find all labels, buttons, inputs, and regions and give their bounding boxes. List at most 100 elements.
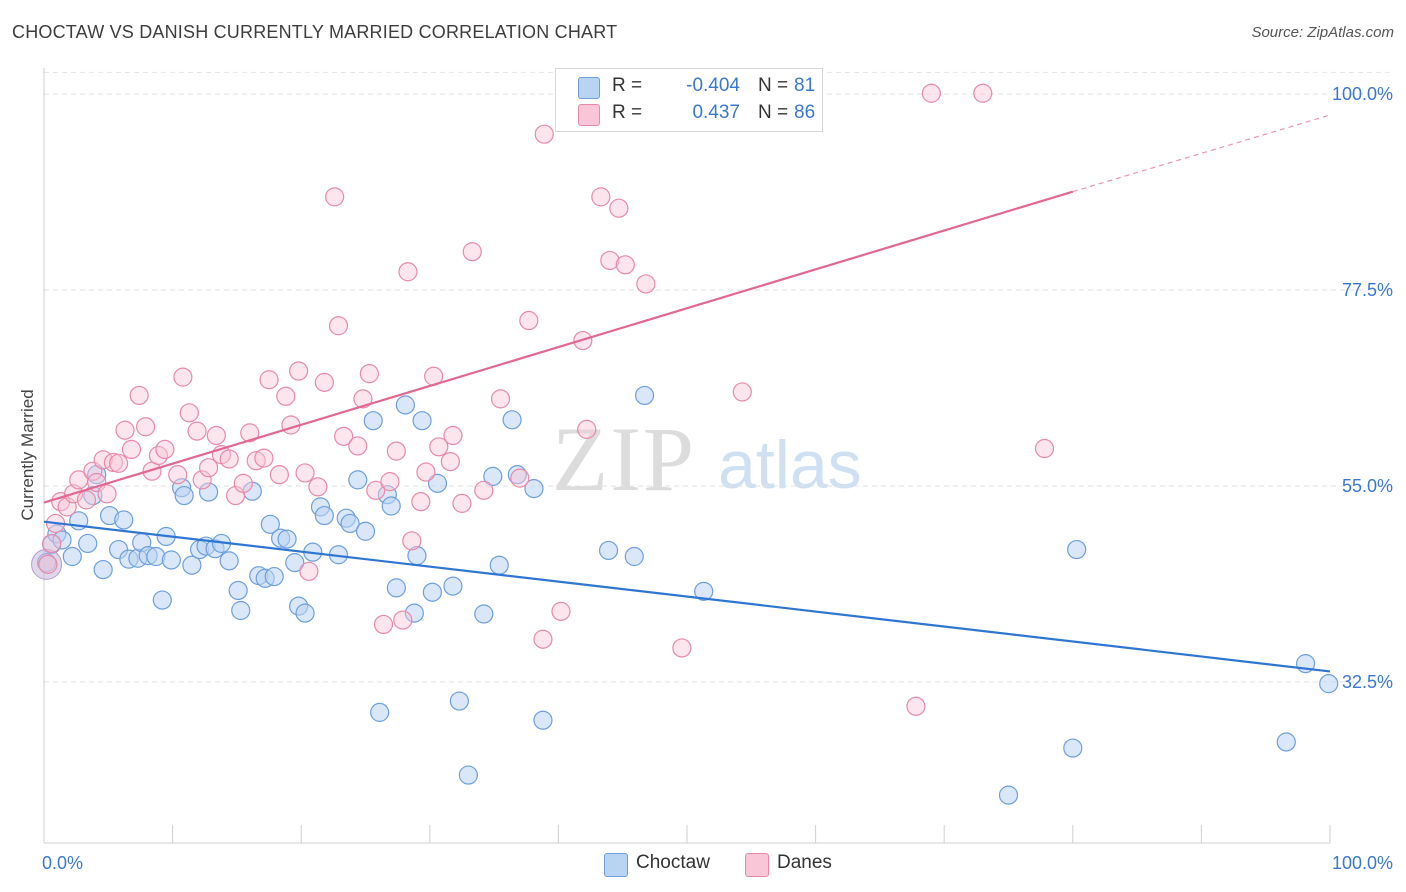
chart-title: CHOCTAW VS DANISH CURRENTLY MARRIED CORR… (12, 22, 618, 42)
danes-point (108, 453, 129, 473)
choctaw-point (533, 710, 553, 730)
choctaw-point (348, 470, 368, 490)
choctaw-point (381, 496, 401, 516)
danes-point (533, 629, 553, 649)
danes-point (76, 490, 97, 510)
danes-point (416, 462, 436, 482)
y-tick-label: 100.0% (1332, 84, 1393, 104)
danes-point (577, 419, 597, 439)
choctaw-point (62, 546, 82, 567)
choctaw-point (483, 466, 503, 486)
danes-point (219, 449, 239, 469)
legend-n-label: N = (758, 75, 789, 96)
choctaw-point (524, 478, 544, 499)
choctaw-point (474, 604, 494, 624)
danes-point (636, 274, 656, 294)
choctaw-point (395, 395, 415, 415)
legend-r-value: 0.437 (692, 102, 740, 123)
danes-point (289, 361, 309, 381)
y-tick-label: 32.5% (1342, 672, 1393, 692)
danes-point (366, 480, 386, 500)
danes-point (1034, 438, 1055, 459)
danes-point (600, 250, 620, 271)
choctaw-point (370, 702, 390, 722)
choctaw-point (355, 521, 376, 541)
danes-trend-extension (1072, 114, 1331, 193)
danes-point (334, 426, 354, 446)
choctaw-point (427, 473, 448, 493)
danes-point (906, 696, 926, 716)
danes-point (308, 477, 328, 497)
danes-point (187, 421, 207, 441)
choctaw-legend-label: Choctaw (636, 852, 710, 873)
choctaw-point (264, 566, 284, 587)
choctaw-point (152, 590, 172, 610)
danes-point (359, 364, 379, 384)
choctaw-point (443, 576, 463, 596)
danes-point (551, 601, 571, 621)
choctaw-legend-swatch (604, 853, 628, 877)
danes-point (429, 437, 449, 457)
correlation-legend: R = -0.404 N = 81 R = 0.437 N = 86 (555, 68, 823, 132)
danes-point (474, 480, 494, 500)
danes-point (269, 465, 289, 485)
choctaw-point (404, 603, 424, 623)
danes-point (226, 485, 246, 506)
danes-point (240, 423, 260, 443)
choctaw-point (634, 385, 655, 406)
y-tick-label: 55.0% (1342, 476, 1393, 496)
danes-point (115, 420, 135, 440)
watermark-atlas: atlas (718, 427, 862, 503)
choctaw-point (314, 505, 334, 526)
danes-point (386, 441, 406, 461)
danes-point (921, 83, 941, 103)
choctaw-point (386, 578, 406, 598)
danes-point (299, 561, 319, 581)
danes-point (259, 370, 279, 390)
danes-point (199, 458, 219, 478)
legend-r-label: R = (612, 75, 643, 96)
danes-point (295, 463, 315, 483)
danes-point (462, 242, 482, 262)
choctaw-swatch (578, 77, 600, 99)
danes-point (192, 470, 212, 490)
choctaw-point (174, 485, 194, 506)
danes-point (402, 531, 422, 551)
danes-point (732, 382, 752, 402)
danes-point (398, 262, 418, 282)
danes-swatch (578, 104, 600, 126)
danes-point (135, 417, 156, 437)
danes-point (353, 389, 373, 409)
danes-point (233, 473, 253, 493)
danes-point (443, 425, 463, 446)
choctaw-point (231, 600, 251, 621)
choctaw-point (52, 530, 72, 550)
danes-point (373, 614, 394, 635)
choctaw-point (161, 550, 181, 570)
choctaw-point (182, 555, 202, 575)
danes-point (510, 468, 530, 488)
danes-point (519, 310, 539, 331)
choctaw-point (449, 691, 469, 711)
danes-point (254, 448, 274, 468)
danes-point (179, 403, 199, 423)
danes-point (609, 198, 629, 218)
choctaw-point (1063, 738, 1083, 758)
legend-r-value: -0.404 (686, 75, 740, 96)
choctaw-trend-line (43, 520, 1331, 673)
choctaw-point (1067, 539, 1087, 560)
danes-point (973, 83, 993, 103)
danes-point (276, 386, 296, 406)
choctaw-point (363, 411, 383, 431)
choctaw-point (93, 559, 113, 580)
danes-point (155, 439, 175, 460)
danes-legend-label: Danes (777, 852, 832, 873)
danes-point (348, 436, 368, 456)
choctaw-point (1319, 674, 1339, 694)
danes-point (206, 425, 226, 446)
choctaw-point (507, 465, 527, 485)
danes-point (615, 255, 635, 275)
danes-point (97, 484, 117, 504)
choctaw-point (694, 581, 714, 601)
